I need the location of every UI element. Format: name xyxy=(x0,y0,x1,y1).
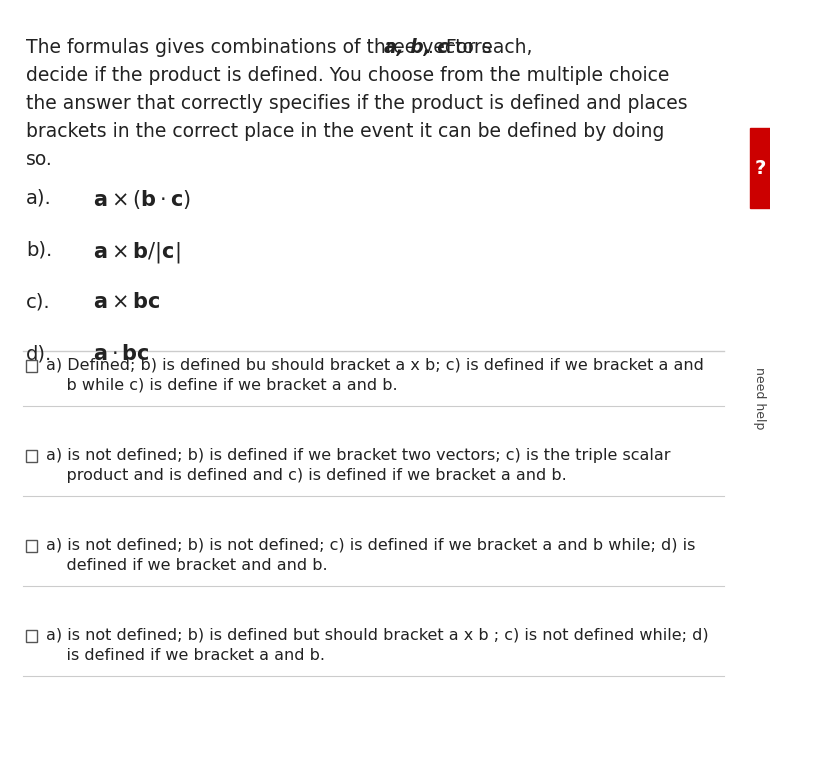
Text: b while c) is define if we bracket a and b.: b while c) is define if we bracket a and… xyxy=(46,378,397,393)
Text: $\mathbf{a} \times \mathbf{b}/|\mathbf{c}|$: $\mathbf{a} \times \mathbf{b}/|\mathbf{c… xyxy=(93,240,181,265)
Text: so.: so. xyxy=(26,150,53,169)
Text: a) is not defined; b) is defined but should bracket a x b ; c) is not defined wh: a) is not defined; b) is defined but sho… xyxy=(46,628,708,643)
Text: need help: need help xyxy=(753,367,765,429)
Text: The formulas gives combinations of three vectors: The formulas gives combinations of three… xyxy=(26,38,503,57)
Text: defined if we bracket and and b.: defined if we bracket and and b. xyxy=(46,558,328,573)
Text: a, b, c: a, b, c xyxy=(383,38,447,57)
Text: a) is not defined; b) is not defined; c) is defined if we bracket a and b while;: a) is not defined; b) is not defined; c)… xyxy=(46,538,695,553)
Text: the answer that correctly specifies if the product is defined and places: the answer that correctly specifies if t… xyxy=(26,94,686,113)
Bar xyxy=(749,128,769,208)
Text: .  For each,: . For each, xyxy=(428,38,532,57)
Text: product and is defined and c) is defined if we bracket a and b.: product and is defined and c) is defined… xyxy=(46,468,566,483)
FancyBboxPatch shape xyxy=(26,630,37,642)
Text: b).: b). xyxy=(26,240,52,259)
Text: brackets in the correct place in the event it can be defined by doing: brackets in the correct place in the eve… xyxy=(26,122,663,141)
Text: $\mathbf{a} \times (\mathbf{b} \cdot \mathbf{c})$: $\mathbf{a} \times (\mathbf{b} \cdot \ma… xyxy=(93,188,191,211)
Text: a) is not defined; b) is defined if we bracket two vectors; c) is the triple sca: a) is not defined; b) is defined if we b… xyxy=(46,448,670,463)
FancyBboxPatch shape xyxy=(26,360,37,372)
Text: a).: a). xyxy=(26,188,51,207)
Text: a) Defined; b) is defined bu should bracket a x b; c) is defined if we bracket a: a) Defined; b) is defined bu should brac… xyxy=(46,358,704,373)
Text: d).: d). xyxy=(26,344,52,363)
Text: $\mathbf{a} \times \mathbf{bc}$: $\mathbf{a} \times \mathbf{bc}$ xyxy=(93,292,161,312)
Text: decide if the product is defined. You choose from the multiple choice: decide if the product is defined. You ch… xyxy=(26,66,668,85)
Text: c).: c). xyxy=(26,292,51,311)
FancyBboxPatch shape xyxy=(26,450,37,462)
Text: $\mathbf{a} \cdot \mathbf{bc}$: $\mathbf{a} \cdot \mathbf{bc}$ xyxy=(93,344,149,364)
Text: ?: ? xyxy=(753,158,764,177)
FancyBboxPatch shape xyxy=(26,540,37,552)
Text: is defined if we bracket a and b.: is defined if we bracket a and b. xyxy=(46,648,325,663)
